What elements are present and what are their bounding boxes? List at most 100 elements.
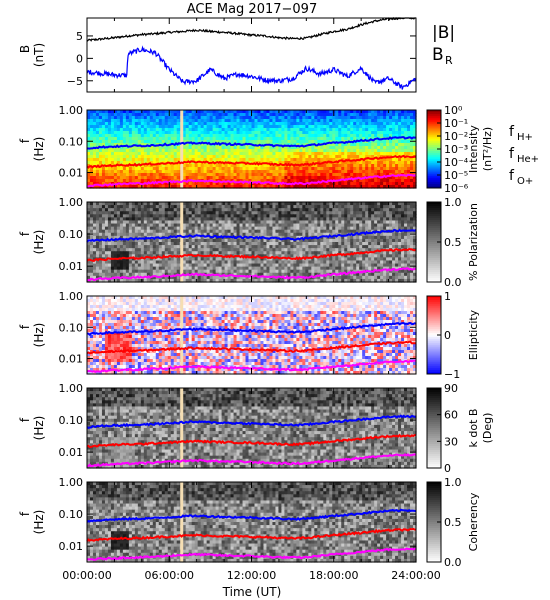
heatmap-cell	[188, 170, 193, 174]
heatmap-cell	[92, 214, 97, 218]
heatmap-cell	[278, 167, 283, 171]
heatmap-cell	[218, 232, 223, 237]
heatmap-cell	[362, 248, 366, 252]
heatmap-cell	[227, 242, 232, 246]
colorbar-tick-label: 10⁻⁶	[444, 182, 469, 195]
heatmap-cell	[98, 226, 103, 231]
heatmap-cell	[200, 238, 205, 243]
heatmap-cell	[254, 170, 259, 174]
heatmap-cell	[305, 149, 309, 153]
heatmap-cell	[206, 211, 211, 215]
heatmap-cell	[302, 226, 306, 231]
heatmap-cell	[155, 113, 160, 117]
heatmap-cell	[98, 214, 103, 218]
heatmap-cell	[245, 248, 250, 252]
heatmap-cell	[368, 122, 372, 126]
heatmap-cell	[260, 164, 265, 168]
heatmap-cell	[185, 223, 190, 228]
heatmap-cell	[191, 125, 196, 129]
heatmap-cell	[329, 140, 333, 144]
heatmap-cell	[365, 235, 369, 240]
heatmap-cell	[134, 155, 139, 159]
heatmap-cell	[116, 152, 121, 156]
heatmap-cell	[269, 116, 274, 120]
heatmap-cell	[206, 116, 211, 120]
heatmap-cell	[122, 242, 127, 246]
heatmap-cell	[302, 211, 306, 215]
heatmap-cell	[257, 202, 262, 206]
heatmap-cell	[206, 208, 211, 212]
heatmap-cell	[296, 202, 300, 206]
heatmap-cell	[383, 146, 387, 150]
heatmap-cell	[368, 164, 372, 168]
heatmap-cell	[185, 182, 190, 186]
heatmap-cell	[119, 223, 124, 228]
heatmap-cell	[368, 245, 372, 249]
heatmap-cell	[95, 223, 100, 228]
heatmap-cell	[194, 229, 199, 234]
heatmap-cell	[350, 152, 354, 156]
heatmap-cell	[365, 185, 369, 189]
heatmap-cell	[251, 158, 256, 162]
heatmap-cell	[368, 116, 372, 120]
heatmap-cell	[260, 173, 265, 177]
heatmap-cell	[236, 158, 241, 162]
heatmap-cell	[209, 185, 214, 189]
heatmap-cell	[401, 131, 405, 135]
heatmap-cell	[188, 119, 193, 123]
heatmap-cell	[155, 242, 160, 246]
heatmap-cell	[197, 164, 202, 168]
heatmap-cell	[377, 167, 381, 171]
heatmap-cell	[335, 125, 339, 129]
heatmap-cell	[368, 179, 372, 183]
heatmap-cell	[281, 146, 285, 150]
heatmap-cell	[104, 176, 109, 180]
heatmap-cell	[239, 248, 244, 252]
heatmap-cell	[191, 223, 196, 228]
heatmap-cell	[269, 152, 274, 156]
heatmap-cell	[359, 223, 363, 228]
heatmap-cell	[332, 116, 336, 120]
heatmap-cell	[344, 229, 348, 234]
heatmap-cell	[203, 242, 208, 246]
heatmap-cell	[368, 131, 372, 135]
heatmap-cell	[89, 155, 94, 159]
heatmap-cell	[293, 217, 297, 222]
heatmap-cell	[236, 229, 241, 234]
heatmap-cell	[290, 238, 294, 243]
heatmap-cell	[398, 242, 402, 246]
heatmap-cell	[227, 251, 232, 255]
heatmap-cell	[332, 242, 336, 246]
heatmap-cell	[224, 173, 229, 177]
heatmap-cell	[410, 242, 414, 246]
heatmap-cell	[356, 119, 360, 123]
heatmap-cell	[107, 128, 112, 132]
heatmap-cell	[131, 226, 136, 231]
heatmap-cell	[332, 238, 336, 243]
heatmap-cell	[380, 211, 384, 215]
heatmap-cell	[89, 122, 94, 126]
heatmap-cell	[317, 137, 321, 141]
heatmap-cell	[323, 152, 327, 156]
heatmap-cell	[173, 140, 178, 144]
heatmap-cell	[155, 158, 160, 162]
heatmap-cell	[326, 214, 330, 218]
heatmap-cell	[143, 116, 148, 120]
heatmap-cell	[344, 161, 348, 165]
heatmap-cell	[236, 113, 241, 117]
heatmap-cell	[272, 116, 277, 120]
heatmap-cell	[323, 211, 327, 215]
heatmap-cell	[278, 152, 283, 156]
heatmap-cell	[113, 235, 118, 240]
heatmap-cell	[230, 173, 235, 177]
heatmap-cell	[110, 155, 115, 159]
heatmap-cell	[158, 245, 163, 249]
heatmap-cell	[290, 208, 294, 212]
heatmap-cell	[335, 170, 339, 174]
heatmap-cell	[101, 134, 106, 138]
heatmap-cell	[188, 235, 193, 240]
heatmap-cell	[128, 185, 133, 189]
heatmap-cell	[380, 182, 384, 186]
heatmap-cell	[287, 202, 291, 206]
heatmap-cell	[326, 248, 330, 252]
